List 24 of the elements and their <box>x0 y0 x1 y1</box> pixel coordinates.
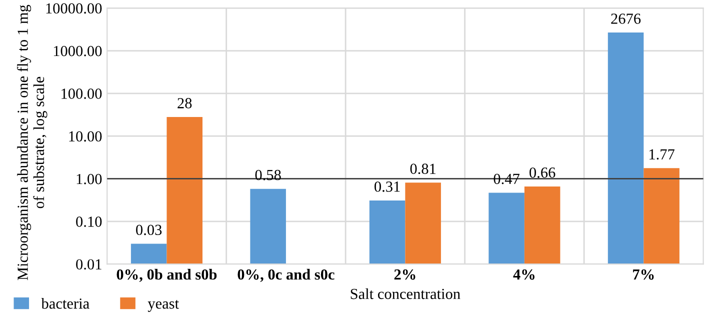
y-tick-label: 1000.00 <box>54 46 102 56</box>
x-tick-label: 0%, 0b and s0b <box>116 268 217 282</box>
x-tick-label: 0%, 0c and s0c <box>238 268 334 282</box>
legend-label: bacteria <box>41 298 90 309</box>
data-label: 0.03 <box>136 224 162 236</box>
y-axis-title: Microorganism abundance in one fly to 1 mg of substrate, log scale <box>17 4 48 280</box>
y-tick-label: 0.01 <box>76 259 102 270</box>
x-tick-label: 7% <box>633 269 654 280</box>
legend-label: yeast <box>148 300 179 312</box>
data-label: 28 <box>178 98 192 108</box>
y-tick-label: 1.00 <box>76 174 102 184</box>
data-label: 0.81 <box>410 164 436 174</box>
data-label: 2676 <box>611 14 641 24</box>
data-label: 0.58 <box>255 170 281 180</box>
data-label: 0.66 <box>530 167 556 178</box>
y-tick-label: 10.00 <box>69 131 102 142</box>
x-axis-title: Salt concentration <box>350 288 460 300</box>
y-tick-label: 10000.00 <box>46 3 102 14</box>
x-tick-label: 2% <box>394 269 416 280</box>
data-label: 1.77 <box>650 149 674 160</box>
y-tick-label: 100.00 <box>62 88 102 99</box>
x-tick-label: 4% <box>513 269 534 280</box>
data-label: 0.31 <box>374 181 400 192</box>
y-tick-label: 0.10 <box>76 216 102 227</box>
